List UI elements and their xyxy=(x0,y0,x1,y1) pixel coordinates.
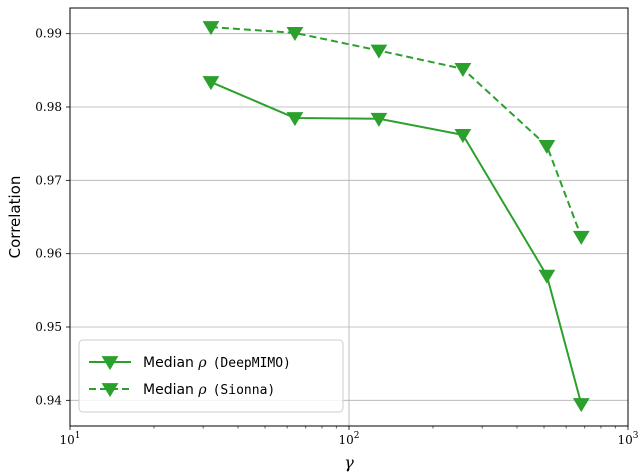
x-tick-base: 10 xyxy=(59,433,74,447)
legend-marker xyxy=(101,383,119,398)
data-point-marker xyxy=(454,62,472,77)
y-tick-label: 0.99 xyxy=(35,27,62,41)
data-point-marker xyxy=(454,128,472,143)
x-tick-exponent: 1 xyxy=(75,431,81,441)
x-tick-exponent: 2 xyxy=(354,431,360,441)
data-point-marker xyxy=(370,112,388,127)
x-tick-base: 10 xyxy=(338,433,353,447)
data-point-marker xyxy=(286,112,304,127)
legend-prefix: Median xyxy=(143,355,198,371)
x-tick-exponent: 3 xyxy=(633,431,639,441)
x-tick-base: 10 xyxy=(617,433,632,447)
legend-entry-label: Median ρ (Sionna) xyxy=(143,382,275,398)
data-point-marker xyxy=(202,76,220,91)
legend-prefix: Median xyxy=(143,382,198,398)
series-layer xyxy=(202,21,590,413)
legend-series-name: (Sionna) xyxy=(213,383,276,398)
data-point-marker xyxy=(370,44,388,59)
x-axis-label: γ xyxy=(344,453,354,472)
x-tick-label: 102 xyxy=(338,431,359,447)
data-point-marker xyxy=(202,21,220,36)
x-tick-label: 101 xyxy=(59,431,80,447)
data-point-marker xyxy=(538,269,556,284)
y-tick-label: 0.94 xyxy=(35,393,62,407)
y-tick-label: 0.97 xyxy=(35,173,62,187)
grid-lines xyxy=(70,8,628,426)
y-tick-label: 0.96 xyxy=(35,247,62,261)
legend-box xyxy=(78,339,344,413)
legend-entry-label: Median ρ (DeepMIMO) xyxy=(143,355,291,371)
data-point-marker xyxy=(538,139,556,154)
data-point-marker xyxy=(572,230,590,245)
data-point-marker xyxy=(286,27,304,42)
y-axis-label: Correlation xyxy=(6,176,24,259)
legend: Median ρ (DeepMIMO) Median ρ (Sionna) xyxy=(78,339,344,413)
series-line-sionna xyxy=(210,26,583,238)
legend-marker xyxy=(101,356,119,371)
y-tick-label: 0.98 xyxy=(35,100,62,114)
series-line-deepmimo xyxy=(210,81,583,405)
data-point-marker xyxy=(572,398,590,413)
legend-series-name: (DeepMIMO) xyxy=(213,356,291,371)
legend-symbol: ρ xyxy=(197,382,207,398)
y-tick-label: 0.95 xyxy=(35,320,62,334)
legend-symbol: ρ xyxy=(197,355,207,371)
x-tick-label: 103 xyxy=(617,431,638,447)
